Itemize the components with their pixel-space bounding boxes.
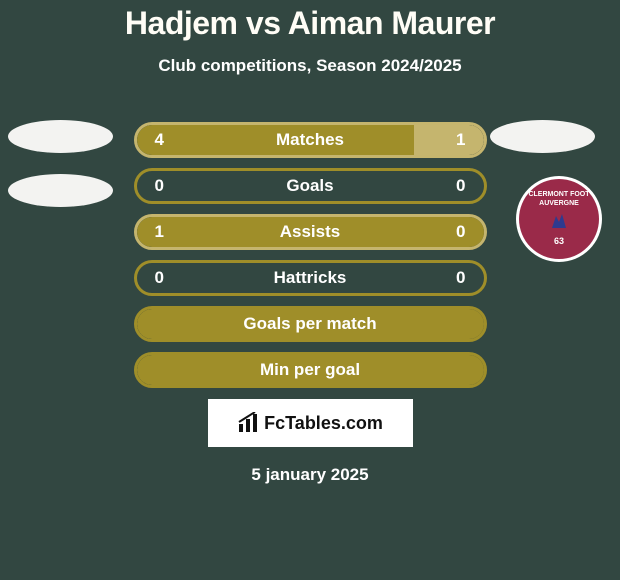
stats-container: 4 1 Matches 0 0 Goals 1 0 Assists 0 0 Hattricks Goal… bbox=[0, 121, 620, 389]
stat-label: Goals bbox=[286, 176, 333, 196]
stat-row: Goals per match bbox=[0, 305, 620, 343]
source-banner: FcTables.com bbox=[208, 399, 413, 447]
stat-label: Matches bbox=[276, 130, 344, 150]
chart-icon bbox=[237, 412, 261, 434]
stat-bar: 4 1 Matches bbox=[134, 122, 487, 158]
stat-value-right: 0 bbox=[456, 176, 465, 196]
stat-value-left: 0 bbox=[155, 268, 164, 288]
comparison-card: Hadjem vs Aiman Maurer Club competitions… bbox=[0, 0, 620, 580]
stat-row: Min per goal bbox=[0, 351, 620, 389]
stat-label: Hattricks bbox=[274, 268, 347, 288]
stat-label: Assists bbox=[280, 222, 340, 242]
stat-row: 4 1 Matches bbox=[0, 121, 620, 159]
stat-row: 1 0 Assists bbox=[0, 213, 620, 251]
stat-row: 0 0 Hattricks bbox=[0, 259, 620, 297]
stat-label: Goals per match bbox=[243, 314, 376, 334]
stat-value-left: 1 bbox=[155, 222, 164, 242]
stat-bar: 0 0 Hattricks bbox=[134, 260, 487, 296]
stat-bar: Min per goal bbox=[134, 352, 487, 388]
stat-bar: Goals per match bbox=[134, 306, 487, 342]
stat-value-left: 4 bbox=[155, 130, 164, 150]
subtitle: Club competitions, Season 2024/2025 bbox=[0, 56, 620, 76]
stat-bar: 0 0 Goals bbox=[134, 168, 487, 204]
stat-value-right: 1 bbox=[456, 130, 465, 150]
stat-row: 0 0 Goals bbox=[0, 167, 620, 205]
stat-value-right: 0 bbox=[456, 268, 465, 288]
stat-fill-right bbox=[414, 125, 483, 155]
banner-text: FcTables.com bbox=[264, 413, 383, 434]
stat-value-left: 0 bbox=[155, 176, 164, 196]
stat-value-right: 0 bbox=[456, 222, 465, 242]
stat-bar: 1 0 Assists bbox=[134, 214, 487, 250]
stat-label: Min per goal bbox=[260, 360, 360, 380]
page-title: Hadjem vs Aiman Maurer bbox=[0, 5, 620, 42]
date-text: 5 january 2025 bbox=[0, 465, 620, 485]
